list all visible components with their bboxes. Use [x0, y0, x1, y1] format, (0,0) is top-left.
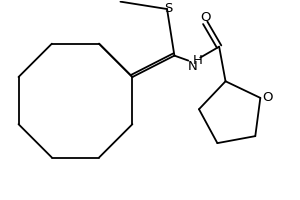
Text: O: O — [262, 91, 272, 104]
Text: N: N — [188, 60, 197, 73]
Text: S: S — [164, 2, 172, 15]
Text: H: H — [192, 54, 202, 67]
Text: O: O — [200, 11, 211, 24]
